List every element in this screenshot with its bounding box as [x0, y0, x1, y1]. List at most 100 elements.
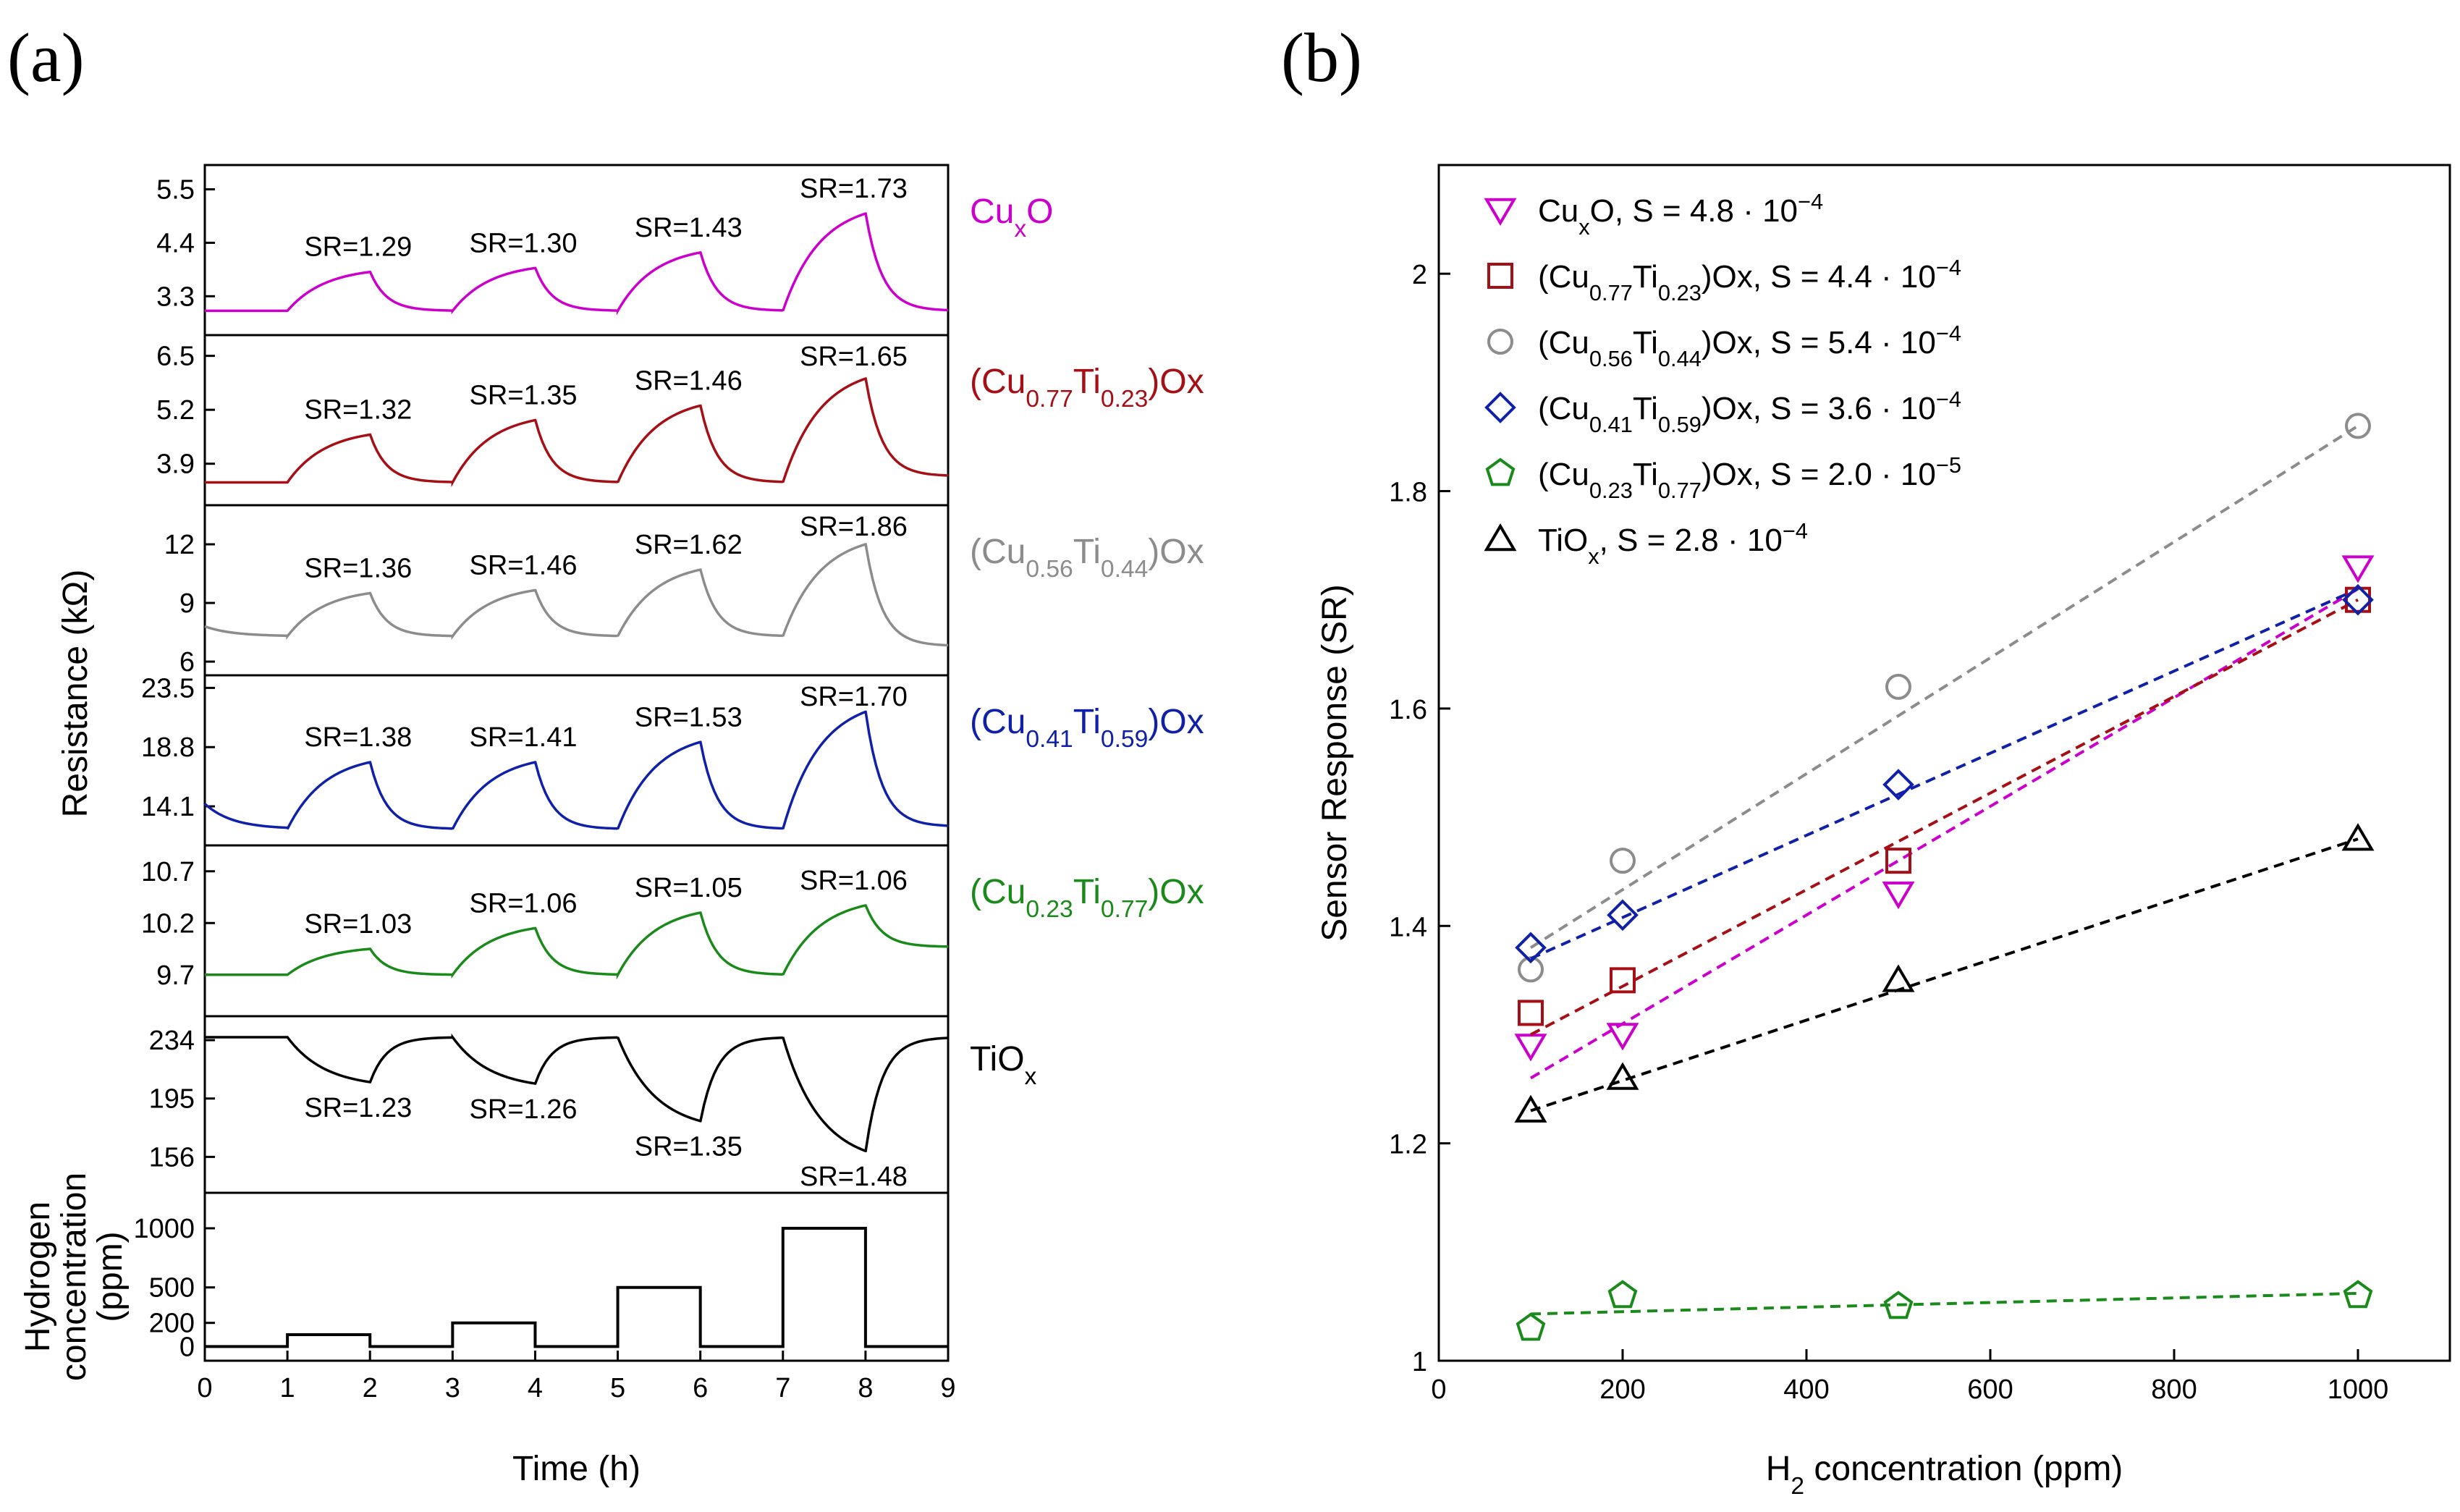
x-tick-label: 9 — [940, 1373, 955, 1403]
x-tick-label: 600 — [1967, 1374, 2013, 1405]
legend-marker — [1484, 523, 1517, 552]
y-tick-label: 14.1 — [141, 792, 195, 822]
x-tick-label: 0 — [197, 1373, 212, 1403]
sensor-response-chart: 0 200 400 600 800 1000 1 1.2 1.4 1.6 1.8 2 H2 concen… — [1316, 164, 2451, 1500]
y-tick-label: 6.5 — [156, 342, 195, 372]
y-axis-title: Sensor Response (SR) — [1316, 584, 1354, 942]
sr-label: SR=1.73 — [800, 174, 908, 204]
x-tick-label: 400 — [1783, 1374, 1829, 1405]
data-point — [1518, 1000, 1544, 1026]
y-tick-label: 10.7 — [141, 857, 195, 887]
y-tick-label: 10.2 — [141, 908, 195, 939]
series-2: (Cu0.56Ti0.44)Ox, S = 5.4 · 10−4 — [1487, 321, 2371, 983]
legend-label: (Cu0.23Ti0.77)Ox, S = 2.0 · 10−5 — [1538, 452, 1961, 503]
sr-label: SR=1.65 — [800, 342, 908, 372]
sr-label: SR=1.46 — [470, 551, 578, 581]
material-label: (Cu0.23Ti0.77)Ox — [970, 873, 1204, 923]
data-point — [1514, 1034, 1547, 1062]
y-tick-label: 9 — [179, 588, 195, 619]
y-tick-label: 18.8 — [141, 732, 195, 763]
sr-label: SR=1.05 — [635, 873, 743, 903]
y-tick-label: 5.5 — [156, 175, 195, 206]
hydrogen-pulse-line — [205, 1227, 948, 1348]
y-tick-label: 0 — [179, 1332, 195, 1362]
y-tick-label: 1.2 — [1389, 1130, 1427, 1160]
x-tick-label: 3 — [445, 1373, 460, 1403]
series-3: (Cu0.41Ti0.59)Ox, S = 3.6 · 10−4 — [1484, 387, 2374, 964]
x-tick-label: 1000 — [2328, 1374, 2389, 1405]
hydrogen-ylabel: Hydrogen — [19, 1201, 57, 1352]
data-point — [1516, 1312, 1546, 1341]
y-tick-label: 9.7 — [156, 960, 195, 991]
legend-marker — [1487, 329, 1513, 355]
sr-label: SR=1.38 — [304, 722, 412, 753]
y-tick-label: 234 — [149, 1026, 195, 1056]
sr-label: SR=1.70 — [800, 682, 908, 712]
legend-label: TiOx, S = 2.8 · 10−4 — [1538, 518, 1808, 569]
data-point — [2345, 586, 2371, 613]
x-tick-label: 800 — [2151, 1374, 2197, 1405]
y-tick-label: 3.9 — [156, 449, 195, 480]
sr-label: SR=1.32 — [304, 395, 412, 426]
sr-label: SR=1.23 — [304, 1093, 412, 1123]
y-tick-label: 5.2 — [156, 395, 195, 426]
sr-label: SR=1.06 — [470, 888, 578, 918]
sr-label: SR=1.35 — [635, 1132, 743, 1162]
sr-label: SR=1.36 — [304, 554, 412, 584]
x-tick-label: 7 — [775, 1373, 790, 1403]
x-tick-label: 1 — [280, 1373, 295, 1403]
panel-label-b: (b) — [1281, 19, 1362, 96]
series-0: CuxO, S = 4.8 · 10−4 — [1484, 189, 2375, 1080]
sr-label: SR=1.53 — [635, 702, 743, 732]
data-point — [1610, 967, 1636, 994]
hydrogen-ylabel: (ppm) — [91, 1231, 130, 1322]
subplot-3: 23.5 18.8 14.1 SR=1.38 SR=1.41 SR=1.53 SR=1.70… — [141, 673, 1204, 847]
y-tick-label: 1.4 — [1389, 912, 1427, 942]
sr-label: SR=1.26 — [470, 1094, 578, 1125]
legend-marker — [1487, 263, 1513, 289]
legend-label: CuxO, S = 4.8 · 10−4 — [1538, 189, 1823, 240]
y-tick-label: 1 — [1412, 1347, 1427, 1377]
y-tick-label: 1000 — [133, 1214, 195, 1244]
legend-label: (Cu0.41Ti0.59)Ox, S = 3.6 · 10−4 — [1538, 387, 1961, 437]
x-tick-label: 4 — [528, 1373, 543, 1403]
legend-label: (Cu0.77Ti0.23)Ox, S = 4.4 · 10−4 — [1538, 255, 1961, 305]
y-tick-label: 200 — [149, 1309, 195, 1339]
sr-label: SR=1.48 — [800, 1162, 908, 1192]
legend-marker — [1485, 457, 1516, 486]
series-1: (Cu0.77Ti0.23)Ox, S = 4.4 · 10−4 — [1487, 255, 2371, 1036]
data-point — [1883, 1291, 1914, 1319]
hydrogen-ylabel: concentration — [55, 1173, 93, 1381]
data-point — [1606, 1023, 1639, 1051]
sr-label: SR=1.62 — [635, 530, 743, 560]
resistance-curve — [205, 212, 949, 316]
legend-label: (Cu0.56Ti0.44)Ox, S = 5.4 · 10−4 — [1538, 321, 1961, 371]
material-label: (Cu0.56Ti0.44)Ox — [970, 533, 1204, 583]
y-tick-label: 156 — [149, 1142, 195, 1173]
data-point — [1885, 848, 1911, 874]
data-point — [1882, 769, 1914, 801]
fit-line — [1530, 1291, 2359, 1316]
data-point — [2341, 823, 2375, 851]
data-point — [2341, 555, 2375, 583]
sr-label: SR=1.86 — [800, 512, 908, 542]
material-label: (Cu0.41Ti0.59)Ox — [970, 703, 1204, 753]
sr-label: SR=1.29 — [304, 232, 412, 263]
x-tick-label: 5 — [610, 1373, 625, 1403]
sr-label: SR=1.46 — [635, 366, 743, 396]
legend-marker — [1484, 198, 1517, 226]
data-point — [1607, 1280, 1638, 1309]
series-4: (Cu0.23Ti0.77)Ox, S = 2.0 · 10−5 — [1485, 452, 2373, 1341]
material-label: CuxO — [970, 193, 1054, 242]
data-point — [1610, 848, 1636, 874]
sr-label: SR=1.41 — [470, 722, 578, 753]
resistance-time-chart: 5.5 4.4 3.3 SR=1.29 SR=1.30 SR=1.43 SR=1.73 Cux… — [19, 164, 1204, 1488]
y-tick-label: 4.4 — [156, 228, 195, 258]
panel-label-a: (a) — [7, 19, 85, 96]
plot-frame — [1437, 164, 2451, 1362]
resistance-curve — [204, 543, 949, 647]
fit-line — [1530, 598, 2359, 1036]
data-point — [1607, 899, 1639, 932]
fit-line — [1530, 587, 2359, 960]
